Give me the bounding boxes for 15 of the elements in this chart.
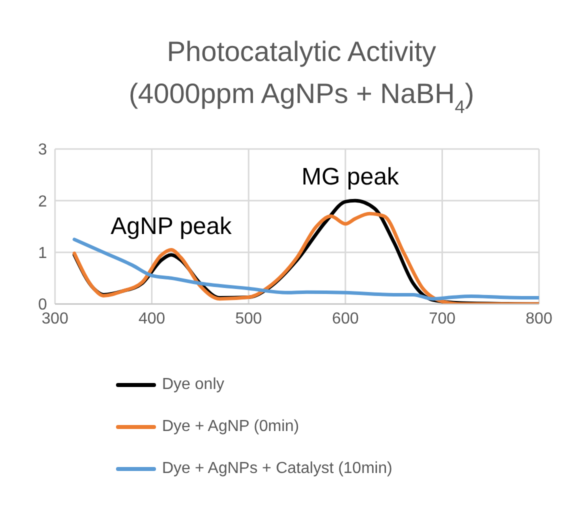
line-series [72,238,539,301]
legend-label: Dye + AgNP (0min) [162,418,300,436]
y-tick-label: 1 [38,245,48,262]
annotation: AgNP peak [110,212,233,240]
x-tick-label: 600 [332,310,359,328]
legend-label: Dye + AgNPs + Catalyst (10min) [162,460,392,478]
y-tick-label: 2 [38,193,48,210]
legend-label: Dye only [162,376,224,394]
x-tick-label: 400 [138,310,166,328]
chart-title: Photocatalytic Activity (4000ppm AgNPs + NaBH$_{4}$) [128,36,474,117]
annotation: MG peak [302,164,400,191]
x-tick-label: 700 [428,310,456,328]
x-tick-label: 500 [235,310,262,328]
y-tick-label: 3 [38,142,48,159]
x-tick-label: 800 [526,310,552,328]
